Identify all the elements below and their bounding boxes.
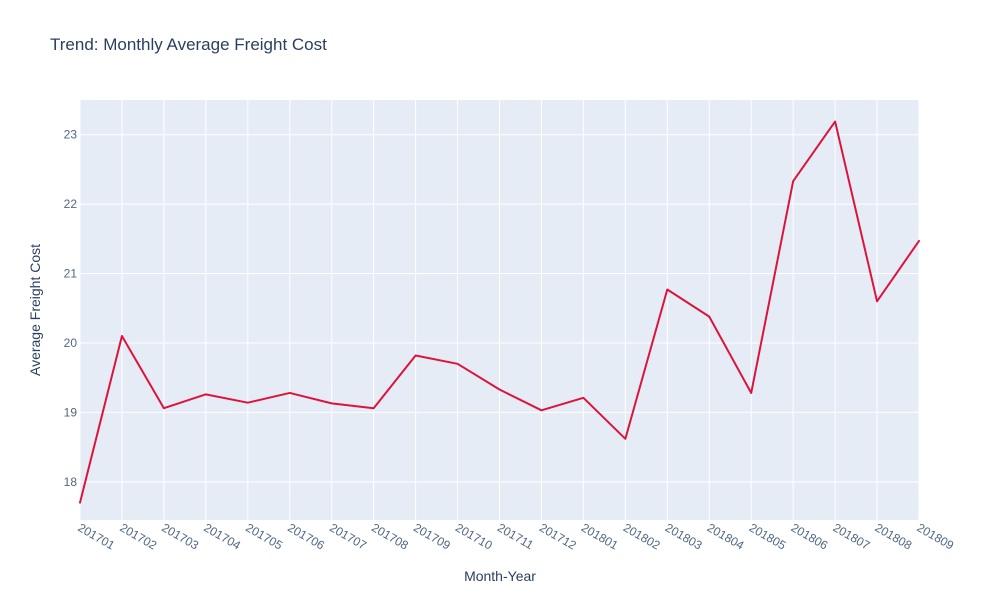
x-tick-label: 201808	[873, 520, 915, 552]
chart-title: Trend: Monthly Average Freight Cost	[50, 35, 327, 54]
data-point	[664, 287, 670, 293]
data-point	[622, 436, 628, 442]
data-point	[706, 314, 712, 320]
x-tick-label: 201708	[369, 520, 411, 552]
x-tick-label: 201704	[201, 520, 243, 552]
data-point	[497, 386, 503, 392]
x-tick-label: 201701	[76, 520, 118, 552]
x-tick-label: 201711	[495, 520, 536, 552]
x-tick-label: 201706	[285, 520, 327, 552]
x-tick-label: 201801	[579, 520, 621, 552]
data-point	[77, 500, 83, 506]
x-tick-label: 201803	[663, 520, 705, 552]
x-tick-label: 201805	[747, 520, 789, 552]
data-point	[790, 178, 796, 184]
y-tick-label: 18	[64, 475, 78, 489]
data-point	[538, 407, 544, 413]
x-tick-label: 201809	[915, 520, 957, 552]
data-point	[413, 352, 419, 358]
x-tick-label: 201710	[453, 520, 495, 552]
data-point	[874, 298, 880, 304]
data-point	[832, 119, 838, 125]
x-tick-label: 201707	[327, 520, 369, 552]
x-tick-label: 201712	[537, 520, 579, 552]
x-tick-label: 201807	[831, 520, 873, 552]
data-point	[119, 333, 125, 339]
y-tick-label: 23	[64, 128, 78, 142]
series-group	[77, 119, 922, 506]
x-tick-label: 201802	[621, 520, 663, 552]
data-point	[455, 361, 461, 367]
y-tick-label: 19	[64, 405, 78, 419]
data-point	[580, 395, 586, 401]
y-tick-label: 21	[64, 267, 78, 281]
data-point	[748, 390, 754, 396]
x-tick-label: 201806	[789, 520, 831, 552]
x-axis-ticks: 201701 201702 201703 201704 201705 201706 2017…	[76, 520, 957, 552]
data-point	[329, 400, 335, 406]
x-axis-title: Month-Year	[464, 568, 536, 584]
y-tick-label: 20	[64, 336, 78, 350]
data-point	[916, 238, 922, 244]
data-point	[161, 405, 167, 411]
x-tick-label: 201709	[411, 520, 453, 552]
y-axis-title: Average Freight Cost	[27, 244, 43, 376]
data-point	[203, 391, 209, 397]
y-axis-ticks: 18 19 20 21 22 23	[64, 128, 78, 489]
x-tick-label: 201705	[243, 520, 285, 552]
gridlines	[79, 100, 920, 520]
x-tick-label: 201703	[159, 520, 201, 552]
data-point	[287, 390, 293, 396]
data-point	[371, 405, 377, 411]
x-tick-label: 201804	[705, 520, 747, 552]
y-tick-label: 22	[64, 197, 78, 211]
data-point	[245, 400, 251, 406]
series-line	[79, 120, 920, 504]
x-tick-label: 201702	[117, 520, 159, 552]
